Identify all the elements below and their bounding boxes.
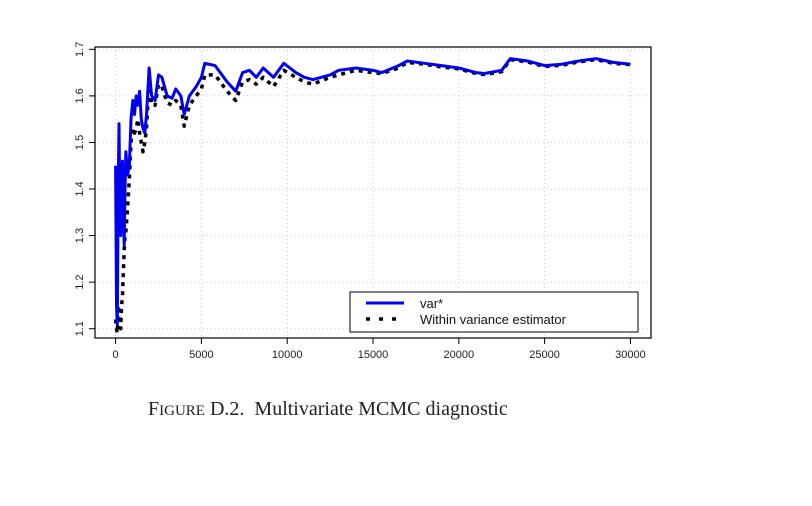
- series-line-var-star: [114, 57, 631, 326]
- x-tick-label: 5000: [189, 349, 213, 361]
- y-axis: 1.1 1.2 1.3 1.4 1.5 1.6 1.7: [74, 42, 96, 336]
- x-tick-label: 10000: [272, 349, 303, 361]
- figure-caption: Figure D.2. Multivariate MCMC diagnostic: [148, 398, 508, 421]
- x-tick-label: 25000: [529, 349, 560, 361]
- grid: [95, 47, 651, 338]
- caption-text: Multivariate MCMC diagnostic: [254, 398, 508, 420]
- caption-figure-initial: F: [148, 398, 160, 420]
- y-tick-label: 1.3: [74, 228, 86, 243]
- y-tick-label: 1.6: [74, 88, 86, 103]
- x-tick-label: 15000: [358, 349, 389, 361]
- mcmc-diagnostic-chart: 0 5000 10000 15000 20000 25000 30000 1.1 1.2 1.3…: [74, 42, 652, 361]
- y-tick-label: 1.1: [74, 321, 86, 336]
- y-tick-label: 1.5: [74, 135, 86, 150]
- x-tick-label: 20000: [444, 349, 475, 361]
- y-tick-label: 1.2: [74, 274, 86, 289]
- series-layer: [113, 57, 631, 336]
- caption-label: D.2.: [209, 398, 245, 420]
- caption-figure-rest: igure: [159, 403, 205, 419]
- legend-label-var-star: var*: [420, 296, 443, 311]
- legend: var* Within variance estimator: [349, 291, 639, 333]
- legend-label-within-variance: Within variance estimator: [420, 312, 567, 327]
- y-tick-label: 1.7: [74, 42, 86, 57]
- x-tick-label: 30000: [615, 349, 646, 361]
- legend-box: [349, 291, 639, 333]
- y-tick-label: 1.4: [74, 181, 86, 196]
- x-axis: 0 5000 10000 15000 20000 25000 30000: [113, 337, 646, 361]
- x-tick-label: 0: [113, 349, 119, 361]
